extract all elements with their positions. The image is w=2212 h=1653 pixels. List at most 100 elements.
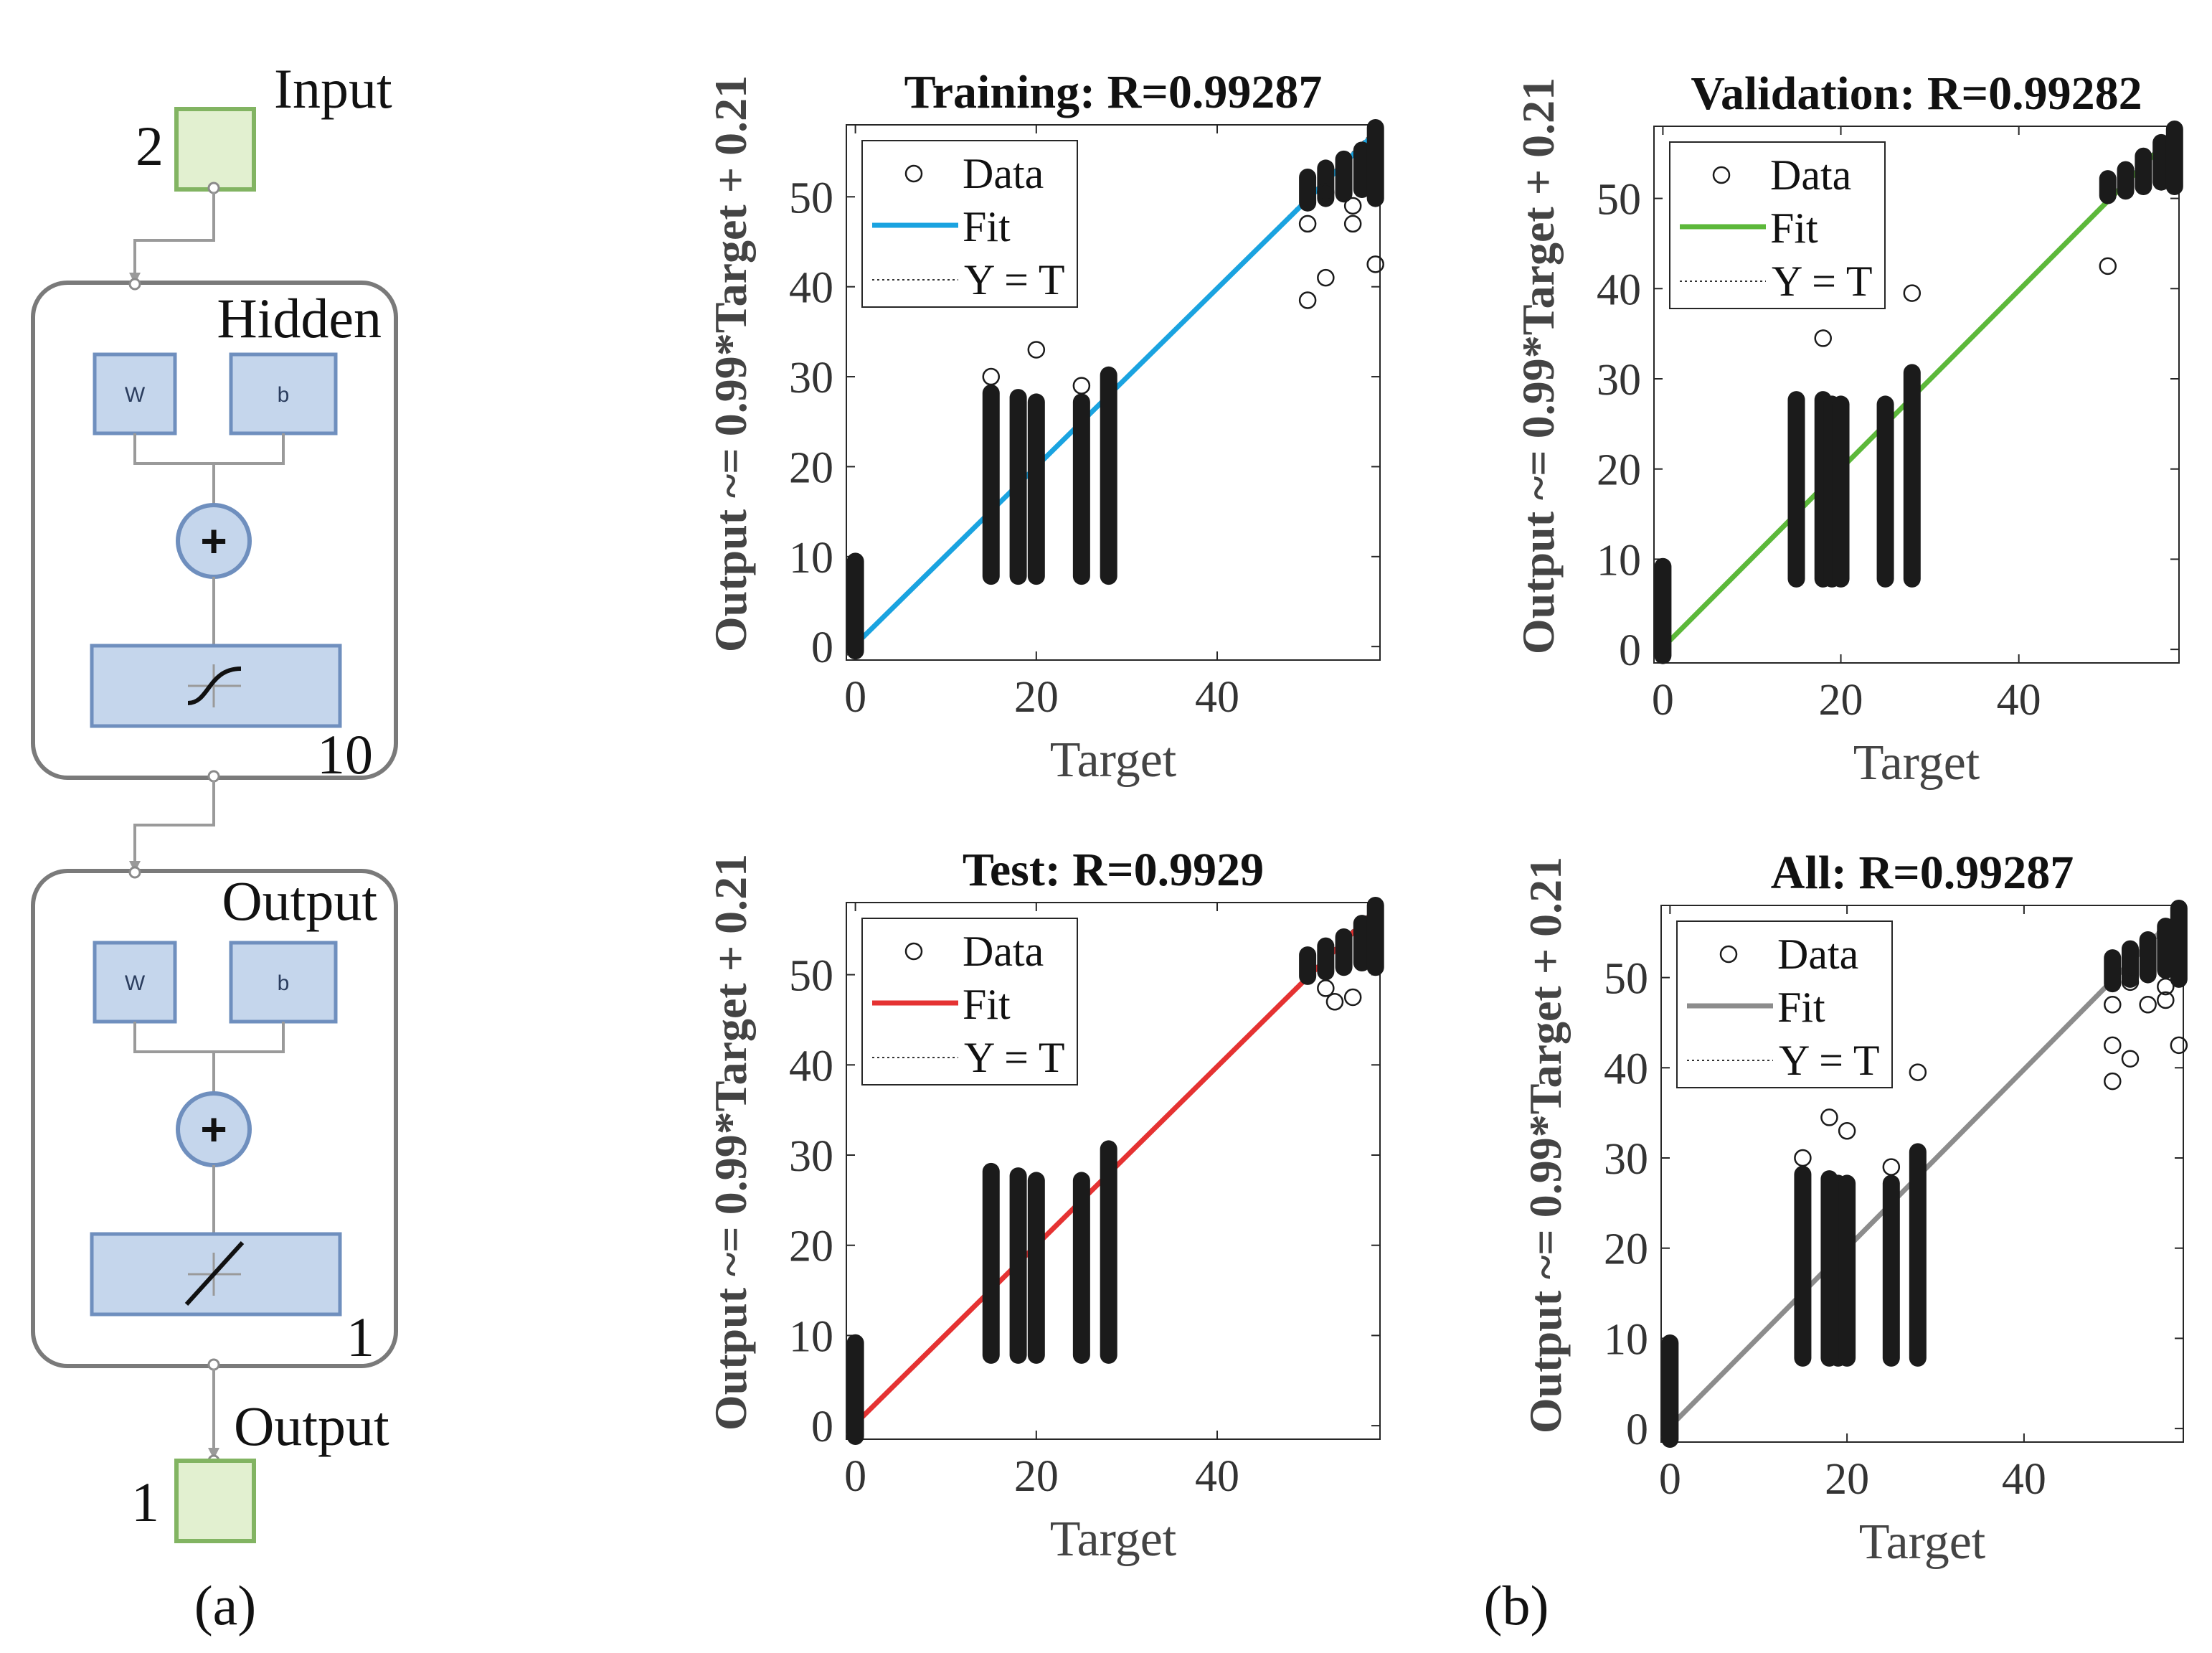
data-band bbox=[1335, 928, 1353, 976]
data-point bbox=[1838, 1122, 1856, 1140]
y-tick-label: 20 bbox=[1597, 446, 1641, 495]
y-tick-label: 50 bbox=[789, 174, 833, 222]
data-band bbox=[1882, 1174, 1900, 1367]
fit-line bbox=[1668, 907, 2185, 1428]
connector-hidden-output bbox=[133, 781, 215, 870]
hidden-sum-icon: + bbox=[200, 515, 227, 567]
legend-data-marker bbox=[1719, 945, 1738, 964]
data-band bbox=[1299, 946, 1317, 985]
data-band bbox=[1072, 393, 1090, 585]
data-band bbox=[1027, 1172, 1045, 1364]
output-bias-label: b bbox=[278, 971, 290, 995]
hidden-sum-connector bbox=[133, 433, 285, 507]
hidden-size: 10 bbox=[317, 723, 373, 786]
legend-data-label: Data bbox=[1770, 151, 1851, 199]
chart-2: 0 20 40 0 10 20 30 40 50 Data Fit Y = T Test: R=0.99… bbox=[705, 844, 1384, 1567]
x-tick-label: 40 bbox=[1997, 676, 2041, 725]
data-point bbox=[1903, 284, 1922, 302]
data-band bbox=[1335, 150, 1353, 203]
data-band bbox=[2117, 161, 2135, 200]
y-tick-label: 0 bbox=[1619, 626, 1641, 675]
data-marks bbox=[1653, 121, 2183, 664]
data-band bbox=[1903, 364, 1921, 588]
data-point bbox=[2104, 996, 2122, 1014]
data-point bbox=[982, 367, 1001, 386]
data-point bbox=[1298, 291, 1317, 309]
arrowhead-icon bbox=[208, 1448, 219, 1459]
legend-fit-label: Fit bbox=[963, 981, 1011, 1028]
data-band bbox=[1027, 393, 1045, 585]
fit-line bbox=[854, 126, 1382, 647]
x-tick-label: 40 bbox=[1195, 1452, 1239, 1501]
data-band bbox=[2139, 931, 2157, 984]
data-point bbox=[1343, 215, 1362, 233]
x-axis-label: Target bbox=[1853, 735, 1980, 791]
chart-3: 0 20 40 0 10 20 30 40 50 Data Fit Y = T All: R=0.992… bbox=[1520, 847, 2188, 1570]
data-band bbox=[1353, 141, 1371, 199]
data-point bbox=[1820, 1108, 1838, 1126]
y-tick-label: 50 bbox=[1597, 176, 1641, 225]
data-band bbox=[1832, 395, 1850, 588]
y-tick-label: 40 bbox=[1597, 265, 1641, 314]
data-point bbox=[1317, 979, 1335, 997]
chart-1: 0 20 40 0 10 20 30 40 50 Data Fit Y = T Validation: … bbox=[1513, 67, 2183, 791]
data-band bbox=[2165, 121, 2183, 195]
network-diagram: Input 2 Hidden W b + 10 Output W b bbox=[31, 57, 398, 1636]
data-band bbox=[1366, 897, 1384, 976]
tansig-curve-icon bbox=[187, 667, 242, 705]
y-tick-label: 20 bbox=[1604, 1225, 1648, 1274]
panel-label-a: (a) bbox=[194, 1574, 257, 1636]
y-tick-label: 20 bbox=[789, 1223, 833, 1271]
panel-label-b: (b) bbox=[1484, 1574, 1549, 1636]
data-point bbox=[1343, 988, 1362, 1007]
hidden-out-port bbox=[207, 770, 220, 783]
data-band bbox=[1299, 168, 1317, 212]
legend-data-marker bbox=[1712, 166, 1731, 184]
x-tick-label: 20 bbox=[1014, 1452, 1059, 1501]
fit-line bbox=[1660, 128, 2181, 649]
data-band bbox=[982, 384, 1000, 585]
data-band bbox=[1838, 1174, 1856, 1367]
x-axis-label: Target bbox=[1859, 1515, 1986, 1570]
y-tick-label: 0 bbox=[811, 1403, 833, 1451]
data-point bbox=[2157, 991, 2175, 1009]
data-band bbox=[1317, 159, 1335, 207]
output-layer-size: 1 bbox=[346, 1306, 374, 1368]
data-band bbox=[1009, 389, 1027, 585]
output-in-port bbox=[128, 866, 141, 879]
data-band bbox=[2104, 949, 2122, 993]
data-band bbox=[2157, 918, 2175, 979]
data-band bbox=[1009, 1167, 1027, 1364]
data-band bbox=[982, 1162, 1000, 1364]
x-tick-label: 20 bbox=[1819, 676, 1863, 725]
y-tick-label: 50 bbox=[1604, 955, 1648, 1004]
input-size: 2 bbox=[136, 115, 164, 177]
legend-fit-label: Fit bbox=[1770, 204, 1818, 252]
data-point bbox=[1343, 197, 1362, 215]
hidden-bias-label: b bbox=[278, 383, 290, 407]
data-band bbox=[846, 1334, 864, 1445]
data-point bbox=[1814, 329, 1832, 347]
output-node bbox=[174, 1459, 256, 1543]
data-point bbox=[1298, 215, 1317, 233]
output-sum-connector bbox=[133, 1022, 285, 1095]
data-marks bbox=[1660, 900, 2188, 1448]
input-port bbox=[207, 182, 220, 194]
x-tick-label: 0 bbox=[1652, 676, 1674, 725]
data-point bbox=[1325, 993, 1344, 1011]
data-point bbox=[1794, 1149, 1812, 1167]
data-band bbox=[1787, 391, 1805, 588]
x-tick-label: 0 bbox=[844, 673, 866, 722]
data-point bbox=[2104, 1036, 2122, 1055]
y-tick-label: 20 bbox=[789, 443, 833, 492]
x-tick-label: 20 bbox=[1014, 673, 1059, 722]
legend-data-label: Data bbox=[963, 150, 1044, 197]
data-point bbox=[2139, 996, 2157, 1014]
chart-0: 0 20 40 0 10 20 30 40 50 Data Fit Y = T Training: R=… bbox=[705, 66, 1384, 788]
data-point bbox=[1317, 183, 1335, 202]
data-band bbox=[846, 552, 864, 660]
data-band bbox=[1909, 1143, 1927, 1367]
y-tick-label: 50 bbox=[789, 952, 833, 1001]
x-tick-label: 0 bbox=[844, 1452, 866, 1501]
